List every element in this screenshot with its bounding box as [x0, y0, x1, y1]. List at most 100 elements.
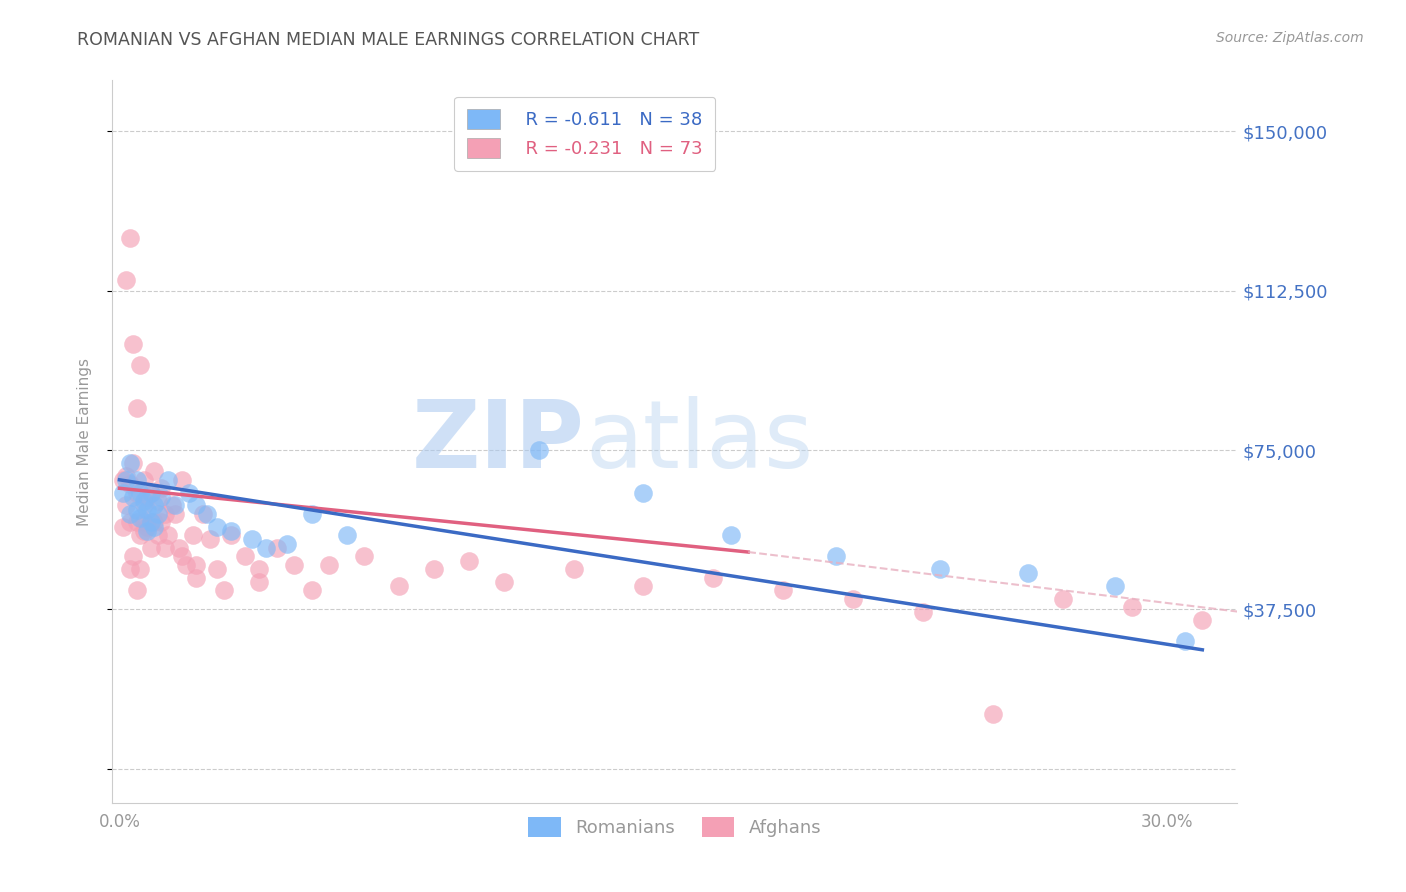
Point	[122, 549, 145, 564]
Point	[132, 524, 155, 538]
Point	[301, 507, 323, 521]
Legend: Romanians, Afghans: Romanians, Afghans	[517, 806, 832, 848]
Point	[139, 485, 162, 500]
Point	[132, 516, 155, 530]
Point	[136, 519, 159, 533]
Point	[157, 473, 180, 487]
Point	[186, 498, 208, 512]
Point	[153, 541, 176, 555]
Text: ROMANIAN VS AFGHAN MEDIAN MALE EARNINGS CORRELATION CHART: ROMANIAN VS AFGHAN MEDIAN MALE EARNINGS …	[77, 31, 700, 49]
Point	[150, 516, 173, 530]
Point	[720, 528, 742, 542]
Point	[136, 502, 159, 516]
Point	[115, 468, 138, 483]
Point	[115, 473, 138, 487]
Point	[146, 494, 169, 508]
Point	[527, 443, 550, 458]
Point	[388, 579, 411, 593]
Point	[150, 481, 173, 495]
Point	[772, 583, 794, 598]
Point	[174, 558, 197, 572]
Point	[160, 498, 183, 512]
Point	[283, 558, 305, 572]
Point	[115, 273, 138, 287]
Point	[1017, 566, 1039, 581]
Point	[233, 549, 256, 564]
Point	[122, 490, 145, 504]
Point	[165, 498, 187, 512]
Point	[132, 473, 155, 487]
Point	[129, 358, 152, 372]
Text: ZIP: ZIP	[412, 395, 585, 488]
Point	[179, 485, 201, 500]
Point	[118, 507, 141, 521]
Point	[125, 502, 148, 516]
Point	[633, 485, 655, 500]
Point	[129, 528, 152, 542]
Point	[457, 553, 479, 567]
Point	[207, 519, 229, 533]
Point	[157, 528, 180, 542]
Point	[125, 473, 148, 487]
Point	[1174, 634, 1197, 648]
Point	[193, 507, 215, 521]
Point	[132, 494, 155, 508]
Point	[115, 498, 138, 512]
Point	[118, 230, 141, 244]
Point	[911, 605, 934, 619]
Point	[129, 562, 152, 576]
Point	[240, 533, 263, 547]
Point	[200, 533, 222, 547]
Point	[125, 485, 148, 500]
Point	[129, 485, 152, 500]
Point	[150, 490, 173, 504]
Point	[301, 583, 323, 598]
Point	[1104, 579, 1126, 593]
Point	[118, 477, 141, 491]
Point	[146, 507, 169, 521]
Point	[125, 516, 148, 530]
Point	[219, 524, 242, 538]
Point	[153, 507, 176, 521]
Text: atlas: atlas	[585, 395, 813, 488]
Point	[136, 524, 159, 538]
Point	[186, 570, 208, 584]
Point	[335, 528, 357, 542]
Point	[129, 511, 152, 525]
Point	[219, 528, 242, 542]
Point	[165, 507, 187, 521]
Point	[167, 541, 190, 555]
Point	[143, 516, 166, 530]
Point	[172, 473, 194, 487]
Point	[981, 706, 1004, 721]
Point	[122, 456, 145, 470]
Point	[125, 583, 148, 598]
Point	[172, 549, 194, 564]
Point	[276, 536, 298, 550]
Point	[181, 528, 204, 542]
Point	[111, 485, 134, 500]
Point	[562, 562, 585, 576]
Point	[254, 541, 277, 555]
Point	[132, 498, 155, 512]
Point	[929, 562, 952, 576]
Point	[118, 562, 141, 576]
Point	[1191, 613, 1213, 627]
Point	[1052, 591, 1074, 606]
Y-axis label: Median Male Earnings: Median Male Earnings	[77, 358, 91, 525]
Point	[247, 562, 270, 576]
Point	[143, 498, 166, 512]
Point	[139, 516, 162, 530]
Point	[247, 574, 270, 589]
Point	[143, 519, 166, 533]
Point	[125, 401, 148, 415]
Point	[492, 574, 515, 589]
Point	[122, 336, 145, 351]
Point	[207, 562, 229, 576]
Point	[136, 490, 159, 504]
Point	[1121, 600, 1143, 615]
Point	[702, 570, 724, 584]
Point	[139, 541, 162, 555]
Point	[139, 516, 162, 530]
Point	[423, 562, 446, 576]
